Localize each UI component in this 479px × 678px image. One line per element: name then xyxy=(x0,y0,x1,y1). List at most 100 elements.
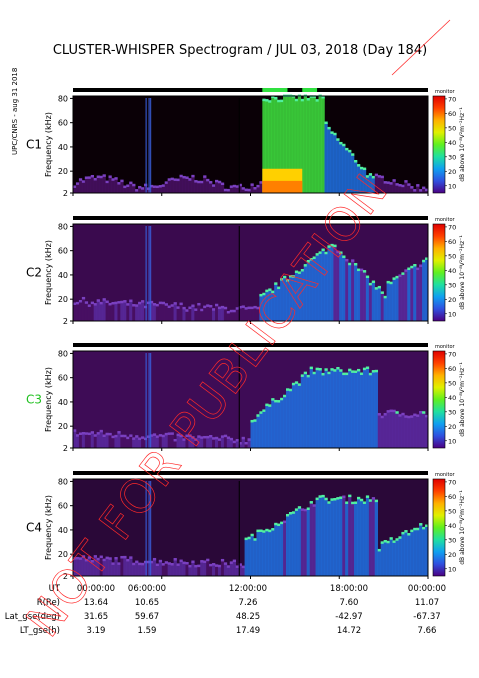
spectral-edge xyxy=(306,507,310,510)
spectral-edge xyxy=(374,499,379,503)
spectral-column xyxy=(294,100,299,193)
spectral-column xyxy=(324,123,328,193)
spectral-column xyxy=(280,523,284,576)
spectral-column xyxy=(283,522,287,576)
spectral-column xyxy=(365,368,370,448)
spectral-column xyxy=(108,558,112,576)
orbit-row-label: Lat_gse(deg) xyxy=(5,612,60,622)
spectral-column xyxy=(333,246,337,321)
spectral-column xyxy=(416,185,420,193)
spectral-column xyxy=(306,376,310,448)
status-mode xyxy=(302,88,318,92)
spectral-column xyxy=(262,100,266,193)
spectral-column xyxy=(324,253,328,321)
spectral-column xyxy=(371,498,376,576)
spectral-edge xyxy=(419,410,423,414)
colorbar-tick-label: 50 xyxy=(448,124,456,132)
spectral-column xyxy=(309,368,313,448)
spectral-column xyxy=(241,188,245,193)
spectral-edge xyxy=(324,251,328,255)
spectral-edge xyxy=(330,243,334,247)
spectral-edge xyxy=(203,560,207,563)
spectral-edge xyxy=(188,178,192,181)
spectral-edge xyxy=(425,414,429,418)
spectral-edge xyxy=(149,560,154,564)
spectral-column xyxy=(407,269,411,321)
y-tick-label: 20 xyxy=(58,422,68,431)
spectral-edge xyxy=(286,279,290,282)
spectral-column xyxy=(176,564,180,576)
spectral-column xyxy=(309,259,313,321)
spectral-column xyxy=(389,283,393,321)
spectral-edge xyxy=(229,437,234,441)
spectral-column xyxy=(318,496,322,576)
spectral-edge xyxy=(386,410,390,413)
spectral-column xyxy=(173,440,177,448)
spectral-column xyxy=(283,277,287,321)
spectral-edge xyxy=(262,98,266,102)
panel-c1: 2 20 40 60 80 Frequency (kHz)C1 10 20 30 40 50 60 70… xyxy=(26,88,466,198)
spectral-edge xyxy=(117,301,121,304)
spectral-column xyxy=(158,303,163,321)
spectral-edge xyxy=(419,523,423,526)
spectral-column xyxy=(167,307,171,321)
colorbar-tick-label: 10 xyxy=(448,437,456,445)
spectral-edge xyxy=(96,175,100,179)
spectral-edge xyxy=(123,434,127,438)
spectral-edge xyxy=(253,305,257,309)
spectral-edge xyxy=(422,411,426,414)
spectral-edge xyxy=(277,400,281,403)
spectral-edge xyxy=(294,508,299,511)
spectral-edge xyxy=(339,496,343,499)
spectral-edge xyxy=(155,435,160,438)
spectral-edge xyxy=(176,306,180,309)
spectral-edge xyxy=(354,159,358,163)
spectral-edge xyxy=(114,301,118,305)
spectral-edge xyxy=(220,305,225,309)
spectral-column xyxy=(247,190,251,193)
spectral-column xyxy=(359,270,364,321)
spectral-edge xyxy=(327,245,331,248)
spectral-column xyxy=(306,99,310,193)
spectral-edge xyxy=(392,540,396,543)
spectral-column xyxy=(315,254,319,321)
spectral-column xyxy=(141,564,145,576)
spectral-edge xyxy=(259,529,263,532)
spectral-column xyxy=(395,184,399,193)
spectral-column xyxy=(223,308,228,321)
spectral-edge xyxy=(84,558,89,562)
spectral-column xyxy=(383,414,387,448)
spectral-column xyxy=(312,505,316,576)
spectral-column xyxy=(386,411,390,448)
spectral-edge xyxy=(277,99,281,103)
spectral-column xyxy=(191,176,195,193)
spectral-edge xyxy=(324,368,328,371)
spectral-column xyxy=(102,436,106,448)
spectral-edge xyxy=(135,560,139,564)
spectral-edge xyxy=(265,403,269,407)
spectral-column xyxy=(377,287,381,321)
spectral-column xyxy=(81,556,86,576)
colorbar-label: dB above 10⁻⁸V²m⁻²Hz⁻¹ xyxy=(459,490,466,565)
spectral-column xyxy=(333,134,337,193)
colorbar-tick-label: 20 xyxy=(448,423,456,431)
spectral-column xyxy=(256,308,260,321)
spectral-edge xyxy=(312,95,316,98)
spectral-edge xyxy=(90,560,95,563)
spectral-column xyxy=(87,557,92,576)
spectral-edge xyxy=(359,372,364,375)
spectral-edge xyxy=(209,304,213,308)
spectral-edge xyxy=(203,305,207,309)
spectral-column xyxy=(212,438,216,448)
spectral-edge xyxy=(215,436,219,440)
spectral-column xyxy=(87,434,92,448)
spectral-column xyxy=(401,186,405,193)
spectral-edge xyxy=(232,309,237,313)
spectral-column xyxy=(182,308,186,321)
spectral-edge xyxy=(75,182,80,185)
spectral-edge xyxy=(277,523,281,527)
spectral-column xyxy=(268,101,272,193)
panel-name: C4 xyxy=(26,521,42,535)
spectral-column xyxy=(108,176,112,193)
spectral-edge xyxy=(339,251,343,254)
